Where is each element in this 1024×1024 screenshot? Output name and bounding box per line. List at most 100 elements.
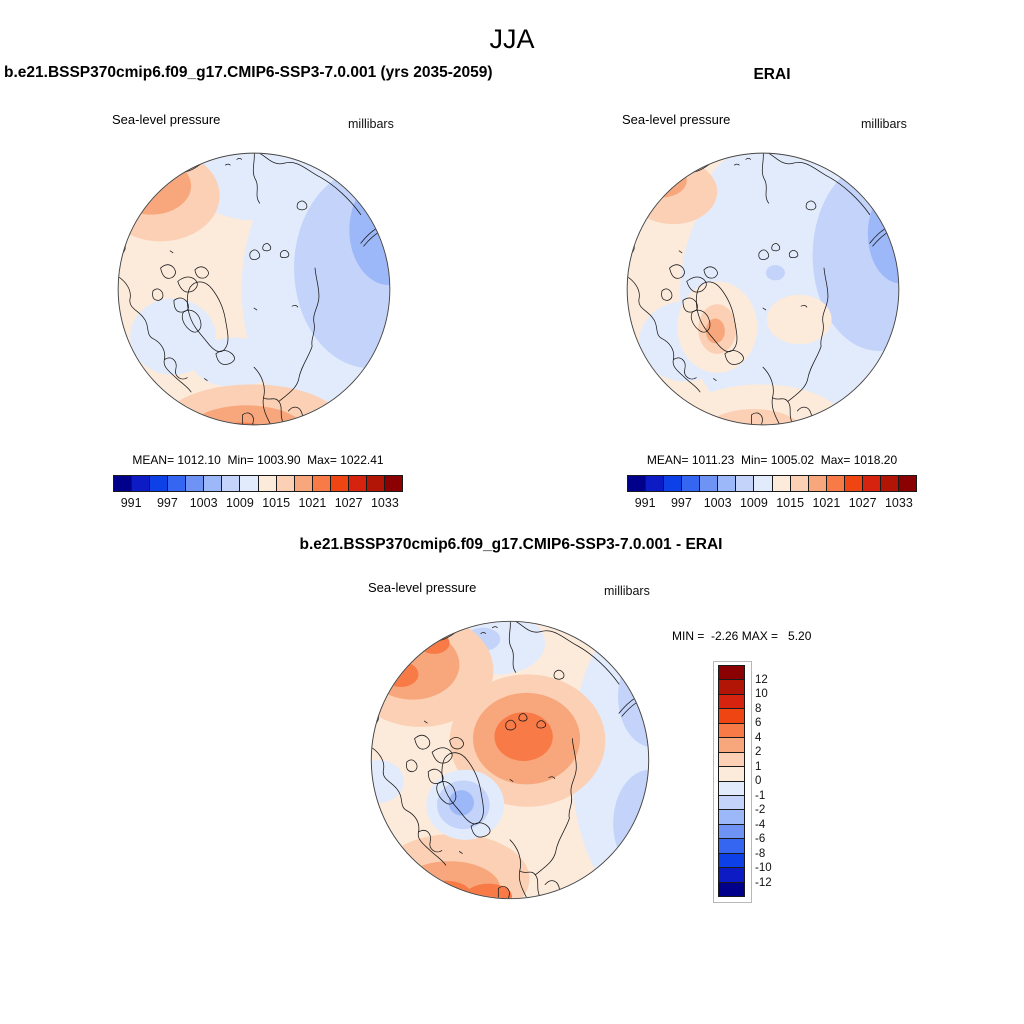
colorbar-tick-label: 997 (156, 496, 178, 510)
colorbar-tick-label: 6 (755, 717, 762, 729)
difference-map (370, 620, 650, 900)
difference-stats: MIN = -2.26 MAX = 5.20 (672, 629, 812, 643)
colorbar-cell (719, 853, 744, 869)
colorbar-tick-label: -2 (755, 804, 766, 816)
colorbar-cell (719, 709, 744, 724)
colorbar-tick-label: 1 (755, 760, 762, 773)
erai-stats: MEAN= 1011.23 Min= 1005.02 Max= 1018.20 (646, 453, 898, 467)
colorbar-cell (204, 476, 223, 491)
colorbar-cell (719, 795, 744, 811)
colorbar-cell (646, 476, 665, 491)
erai-variable-label: Sea-level pressure (622, 112, 731, 127)
colorbar-tick-label: 1015 (776, 496, 805, 510)
model-contour-fill-blobs (118, 153, 390, 425)
colorbar-cell (719, 810, 744, 825)
colorbar-tick-label: -12 (755, 876, 772, 889)
colorbar-cell (719, 752, 744, 768)
colorbar-cell (348, 476, 367, 491)
colorbar-tick-label: 8 (755, 702, 762, 715)
colorbar-cell (898, 476, 916, 491)
colorbar-cell (736, 476, 755, 491)
colorbar-tick-label: 1033 (370, 496, 399, 510)
difference-units-label: millibars (604, 584, 650, 598)
colorbar-tick-label: 1015 (262, 496, 291, 510)
map-rim (370, 620, 650, 900)
map-rim (626, 152, 900, 426)
colorbar-tick-label: -4 (755, 818, 766, 831)
difference-colorbar: 12 10 8 6 4 2 1 0 -1 -2 -4 -6 -8 -10 -12 (718, 665, 772, 897)
colorbar-cell (682, 476, 701, 491)
colorbar-cell (719, 723, 744, 739)
model-map (117, 152, 391, 426)
colorbar-cell (719, 882, 744, 896)
difference-contour-fill-blobs (371, 621, 649, 899)
colorbar-tick-label: 1003 (189, 496, 218, 510)
colorbar-tick-label: 1003 (703, 496, 732, 510)
colorbar-cell (132, 476, 151, 491)
colorbar-cell (312, 476, 331, 491)
colorbar-cell (719, 680, 744, 695)
colorbar-tick-label: -6 (755, 833, 766, 845)
colorbar-cell (294, 476, 313, 491)
colorbar-cell (366, 476, 385, 491)
colorbar-tick-label: 1009 (739, 496, 768, 510)
colorbar-cell (719, 781, 744, 796)
colorbar-cell (114, 476, 133, 491)
colorbar-cell (719, 738, 744, 753)
colorbar-cell (276, 476, 295, 491)
colorbar-cells (113, 475, 403, 492)
colorbar-cell (240, 476, 259, 491)
colorbar-cell (186, 476, 205, 491)
erai-colorbar: 991 997 1003 1009 1015 1021 1027 1033 (627, 475, 917, 510)
model-stats: MEAN= 1012.10 Min= 1003.90 Max= 1022.41 (132, 453, 384, 467)
colorbar-tick-label: 997 (670, 496, 692, 510)
colorbar-tick-label: 1021 (812, 496, 841, 510)
colorbar-cell (719, 666, 744, 681)
colorbar-tick-label: -1 (755, 789, 766, 802)
colorbar-tick-label: -8 (755, 847, 766, 860)
colorbar-cell (718, 476, 737, 491)
map-rim (117, 152, 391, 426)
colorbar-tick-label: 991 (120, 496, 142, 510)
colorbar-cell (880, 476, 899, 491)
colorbar-cell (150, 476, 169, 491)
colorbar-cell (222, 476, 241, 491)
colorbar-cell (330, 476, 349, 491)
difference-variable-label: Sea-level pressure (368, 580, 477, 595)
colorbar-cell (700, 476, 719, 491)
colorbar-tick-label: 12 (755, 673, 768, 686)
model-header: b.e21.BSSP370cmip6.f09_g17.CMIP6-SSP3-7.… (4, 64, 493, 81)
colorbar-cell (258, 476, 277, 491)
season-title: JJA (489, 24, 535, 54)
model-units-label: millibars (348, 117, 394, 131)
colorbar-cells (718, 665, 745, 897)
erai-contour-fill-blobs (627, 153, 899, 425)
colorbar-cell (844, 476, 863, 491)
colorbar-cell (719, 868, 744, 883)
colorbar-tick-label: 1021 (298, 496, 327, 510)
colorbar-cell (719, 694, 744, 710)
model-colorbar: 991 997 1003 1009 1015 1021 1027 1033 (113, 475, 403, 510)
colorbar-cell (719, 767, 744, 782)
colorbar-cell (719, 839, 744, 854)
colorbar-cell (719, 824, 744, 840)
colorbar-tick-label: 4 (755, 731, 762, 744)
model-variable-label: Sea-level pressure (112, 112, 221, 127)
colorbar-tick-label: 1009 (225, 496, 254, 510)
colorbar-tick-label: 10 (755, 688, 768, 700)
colorbar-cell (384, 476, 402, 491)
erai-units-label: millibars (861, 117, 907, 131)
colorbar-tick-label: 1027 (334, 496, 363, 510)
colorbar-tick-label: 1027 (848, 496, 877, 510)
colorbar-cell (826, 476, 845, 491)
colorbar-tick-label: 1033 (884, 496, 913, 510)
colorbar-cell (790, 476, 809, 491)
colorbar-cells (627, 475, 917, 492)
colorbar-cell (862, 476, 881, 491)
erai-header: ERAI (753, 66, 791, 83)
colorbar-tick-label: -10 (755, 862, 772, 874)
colorbar-tick-label: 0 (755, 775, 762, 787)
colorbar-cell (754, 476, 773, 491)
erai-map (626, 152, 900, 426)
